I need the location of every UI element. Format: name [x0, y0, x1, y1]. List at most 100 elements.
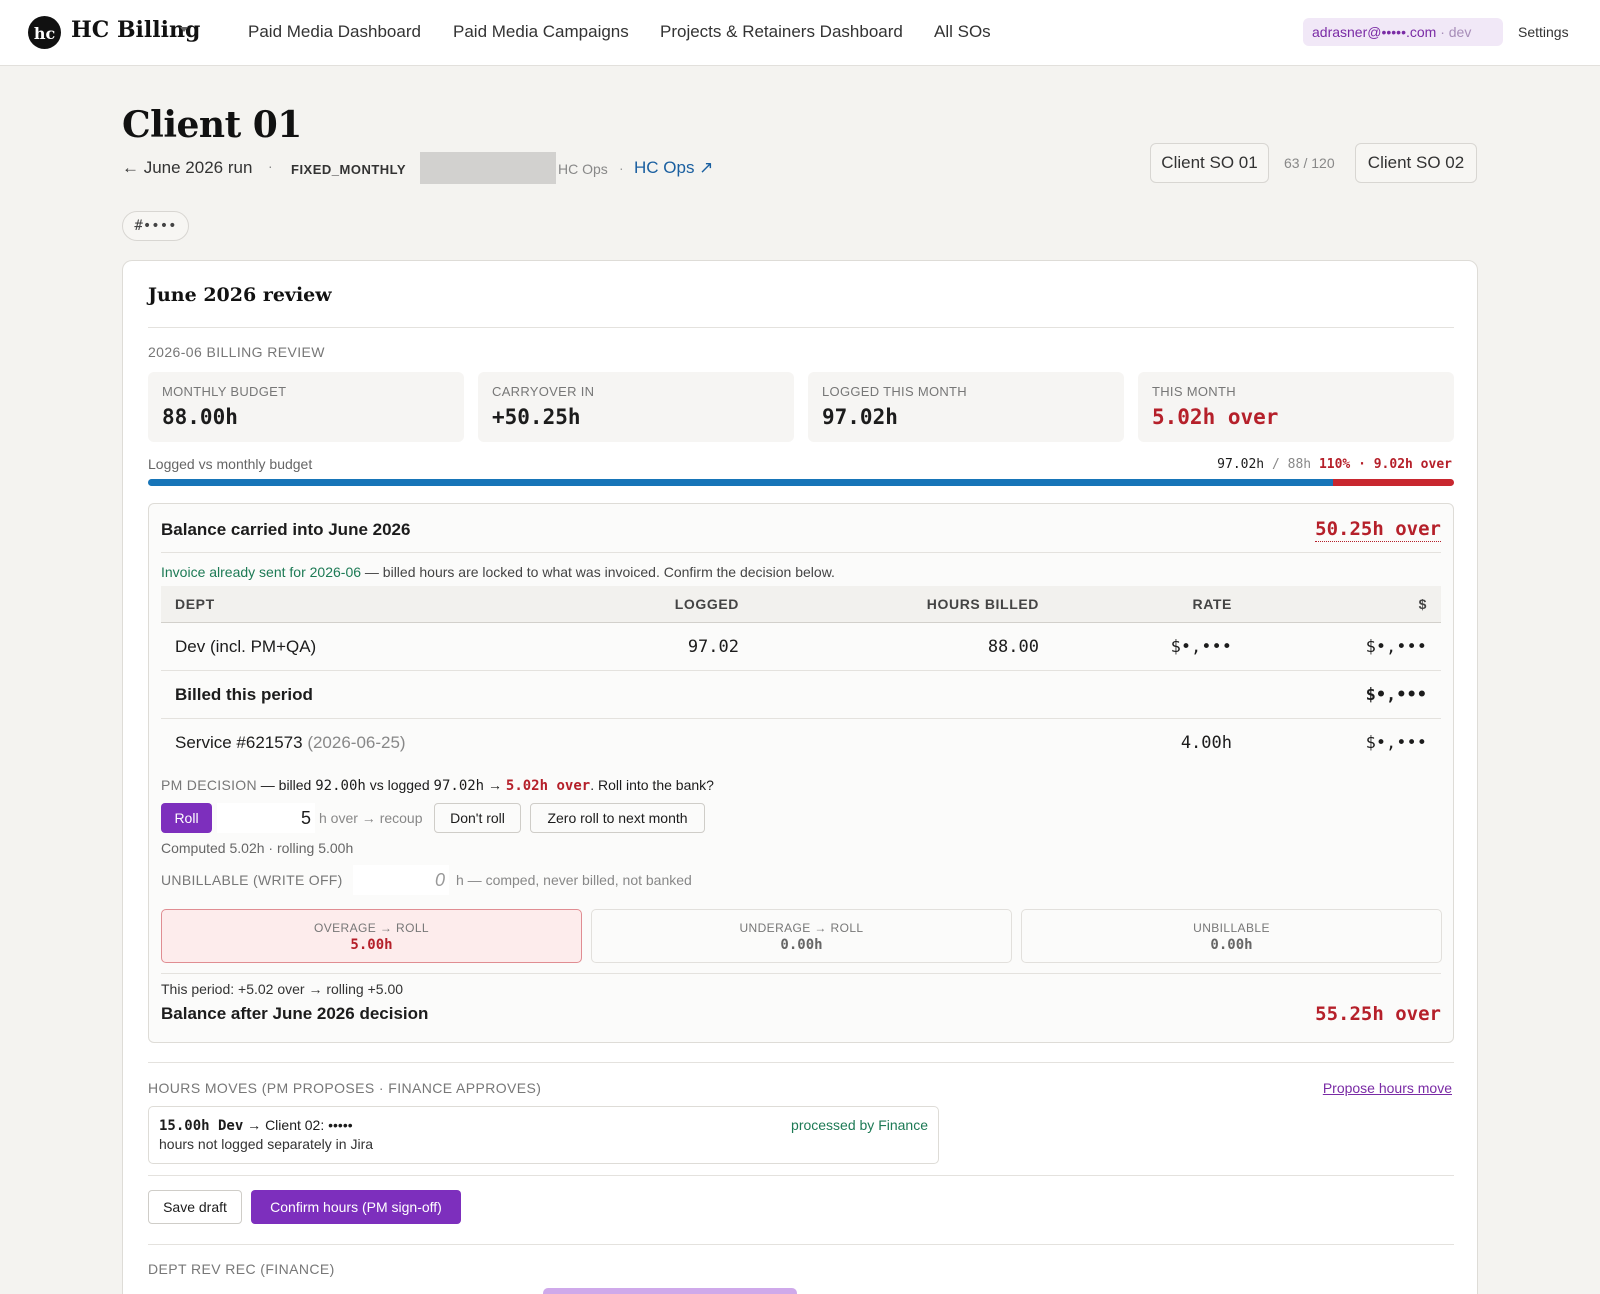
pm-decision-label: PM DECISION — [161, 777, 257, 793]
pm-text: . Roll into the bank? — [590, 777, 714, 793]
move-summary: 15.00h Dev → Client 02: ••••• — [159, 1117, 353, 1134]
next-so-button[interactable]: Client SO 02 — [1355, 143, 1477, 183]
col-amount: $ — [1418, 596, 1427, 612]
pm-text: → — [484, 777, 506, 793]
pm-billed: 92.00h — [315, 778, 366, 794]
logo-icon[interactable]: hc — [28, 16, 61, 49]
stat-label: MONTHLY BUDGET — [162, 384, 287, 399]
pm-decision-line: PM DECISION — billed 92.00h vs logged 97… — [161, 777, 714, 794]
col-dept: DEPT — [175, 596, 215, 612]
pm-over: 5.02h over — [505, 778, 591, 794]
stat-value: 97.02h — [822, 405, 898, 429]
progress-fill-within-budget — [148, 479, 1333, 486]
hours-moves-label: HOURS MOVES (PM PROPOSES · FINANCE APPRO… — [148, 1080, 542, 1096]
save-draft-button[interactable]: Save draft — [148, 1190, 242, 1224]
tile-label: OVERAGE → ROLL — [314, 921, 429, 935]
nav-all-sos[interactable]: All SOs — [934, 22, 991, 41]
roll-hours-input[interactable]: 5 — [217, 803, 315, 833]
tile-label: UNDERAGE → ROLL — [739, 921, 864, 935]
move-note: hours not logged separately in Jira — [159, 1136, 374, 1152]
balance-after-title: Balance after June 2026 decision — [161, 1004, 429, 1023]
redacted-block — [420, 152, 556, 184]
stat-logged-this-month: LOGGED THIS MONTH 97.02h — [808, 372, 1124, 442]
unbillable-hours-input[interactable]: 0 — [353, 865, 449, 895]
progress-slash: / — [1264, 457, 1288, 472]
divider — [148, 1244, 1454, 1245]
stat-label: CARRYOVER IN — [492, 384, 595, 399]
stat-this-month: THIS MONTH 5.02h over — [1138, 372, 1454, 442]
tile-value: 5.00h — [350, 937, 393, 953]
review-card: June 2026 review 2026-06 BILLING REVIEW … — [122, 260, 1478, 1294]
progress-readout: 97.02h / 88h 110% · 9.02h over — [1217, 457, 1452, 472]
divider — [161, 552, 1441, 553]
billed-period-amount: $•,••• — [1365, 685, 1427, 705]
row-amount: $•,••• — [1365, 637, 1427, 657]
so-position-counter: 63 / 120 — [1284, 155, 1335, 171]
tile-unbillable: UNBILLABLE 0.00h — [1021, 909, 1442, 963]
pm-logged: 97.02h — [433, 778, 485, 794]
dept-rev-rec-label: DEPT REV REC (FINANCE) — [148, 1261, 335, 1277]
user-badge[interactable]: adrasner@•••••.com · dev — [1303, 18, 1503, 46]
nav-projects-retainers-dashboard[interactable]: Projects & Retainers Dashboard — [660, 22, 903, 41]
balance-in-value[interactable]: 50.25h over — [1315, 518, 1441, 542]
unbillable-label: UNBILLABLE (WRITE OFF) — [161, 872, 343, 888]
tile-value: 0.00h — [780, 937, 823, 953]
page-title: Client 01 — [122, 104, 302, 146]
zero-roll-button[interactable]: Zero roll to next month — [530, 803, 705, 833]
billing-kind-label: FIXED_MONTHLY — [291, 162, 407, 177]
ops-external-link[interactable]: HC Ops ↗ — [634, 158, 714, 177]
period-summary: This period: +5.02 over → rolling +5.00 — [161, 981, 404, 997]
stat-value: 5.02h over — [1152, 405, 1279, 429]
pm-text: vs logged — [365, 777, 434, 793]
unbillable-hint: h — comped, never billed, not banked — [456, 872, 692, 888]
stat-label: THIS MONTH — [1152, 384, 1236, 399]
service-label: Service #621573 (2026-06-25) — [175, 733, 406, 753]
partial-button[interactable] — [543, 1288, 797, 1294]
computed-note: Computed 5.02h · rolling 5.00h — [161, 840, 354, 856]
user-env: · dev — [1436, 24, 1472, 40]
tag-pill[interactable]: #•••• — [122, 211, 189, 241]
brand-name[interactable]: HC Billing — [71, 17, 201, 43]
tile-underage-roll: UNDERAGE → ROLL 0.00h — [591, 909, 1012, 963]
stat-monthly-budget: MONTHLY BUDGET 88.00h — [148, 372, 464, 442]
nav-paid-media-dashboard[interactable]: Paid Media Dashboard — [248, 22, 421, 41]
stat-value: +50.25h — [492, 405, 581, 429]
dont-roll-button[interactable]: Don't roll — [434, 803, 521, 833]
roll-button[interactable]: Roll — [161, 803, 212, 833]
chevron-down-icon[interactable] — [180, 27, 188, 32]
col-logged: LOGGED — [674, 596, 739, 612]
tile-overage-roll: OVERAGE → ROLL 5.00h — [161, 909, 582, 963]
top-nav: hc HC Billing Paid Media Dashboard Paid … — [0, 0, 1600, 66]
table-header: DEPT LOGGED HOURS BILLED RATE $ — [161, 586, 1441, 623]
billed-total-row: Billed this period $•,••• — [161, 671, 1441, 719]
budget-progress-bar — [148, 479, 1454, 486]
nav-paid-media-campaigns[interactable]: Paid Media Campaigns — [453, 22, 629, 41]
invoice-lock-text: — billed hours are locked to what was in… — [361, 564, 835, 580]
invoice-note: Invoice already sent for 2026-06 — bille… — [161, 564, 835, 580]
stat-value: 88.00h — [162, 405, 238, 429]
service-row: Service #621573 (2026-06-25) 4.00h $•,••… — [161, 719, 1441, 767]
progress-fill-over-budget — [1332, 479, 1454, 486]
tile-label: UNBILLABLE — [1193, 921, 1270, 935]
divider — [148, 1062, 1454, 1063]
row-rate: $•,••• — [1170, 637, 1232, 657]
back-to-run-link[interactable]: ← June 2026 run — [122, 158, 253, 177]
roll-hint: h over → recoup — [319, 810, 423, 826]
billed-period-label: Billed this period — [175, 685, 313, 704]
prev-so-button[interactable]: Client SO 01 — [1150, 143, 1269, 183]
pm-text: — billed — [256, 777, 316, 793]
settings-link[interactable]: Settings — [1518, 24, 1569, 40]
service-id: Service #621573 — [175, 733, 303, 752]
row-billed: 88.00 — [987, 637, 1039, 657]
service-hours: 4.00h — [1180, 733, 1232, 753]
ops-owner-label: HC Ops — [558, 161, 608, 177]
move-status: processed by Finance — [791, 1117, 928, 1133]
divider — [148, 1175, 1454, 1176]
confirm-hours-button[interactable]: Confirm hours (PM sign-off) — [251, 1190, 461, 1224]
user-email: adrasner@•••••.com — [1312, 24, 1437, 40]
separator: · — [619, 160, 624, 176]
service-amount: $•,••• — [1365, 733, 1427, 753]
propose-hours-move-link[interactable]: Propose hours move — [1322, 1080, 1452, 1096]
move-hours: 15.00h Dev — [159, 1118, 244, 1134]
divider — [148, 327, 1454, 328]
